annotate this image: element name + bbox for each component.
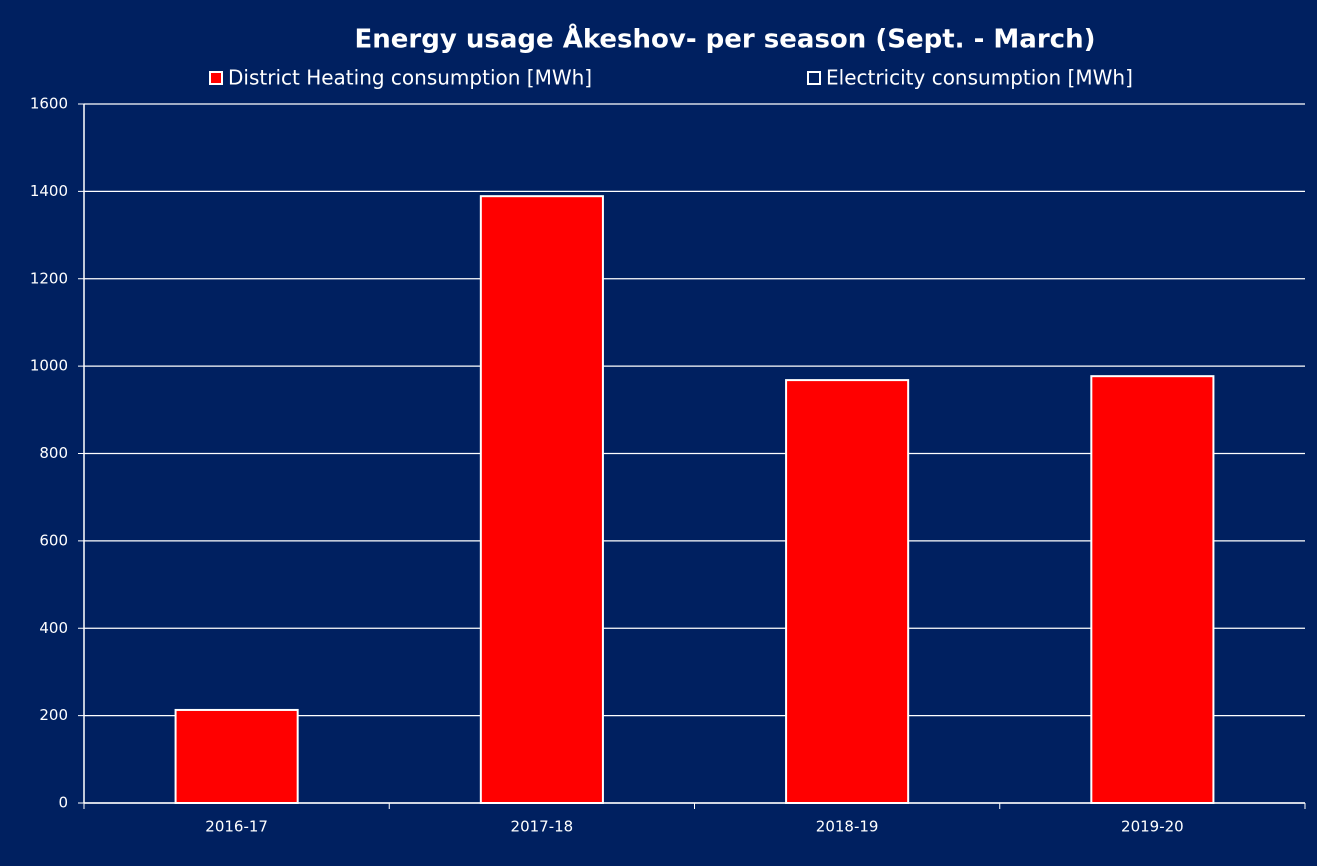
x-tick-label: 2019-20 (1121, 818, 1184, 836)
x-tick-label: 2016-17 (205, 818, 268, 836)
y-tick-label: 400 (39, 619, 68, 637)
legend-label: District Heating consumption [MWh] (228, 66, 592, 90)
bar (785, 379, 910, 804)
y-tick-label: 1600 (30, 95, 68, 113)
y-tick-label: 0 (58, 794, 68, 812)
y-tick-label: 800 (39, 444, 68, 462)
bar (1090, 375, 1215, 804)
y-tick-label: 1200 (30, 269, 68, 287)
y-tick-label: 1000 (30, 357, 68, 375)
y-tick-label: 200 (39, 706, 68, 724)
y-tick-label: 600 (39, 531, 68, 549)
bar (174, 708, 299, 804)
x-tick-label: 2017-18 (511, 818, 574, 836)
chart-title: Energy usage Åkeshov- per season (Sept. … (355, 23, 1096, 55)
legend-swatch (807, 71, 821, 85)
legend-label: Electricity consumption [MWh] (826, 66, 1133, 90)
y-tick-label: 1400 (30, 182, 68, 200)
bar (479, 195, 604, 805)
legend-swatch (209, 71, 223, 85)
x-tick-label: 2018-19 (816, 818, 879, 836)
